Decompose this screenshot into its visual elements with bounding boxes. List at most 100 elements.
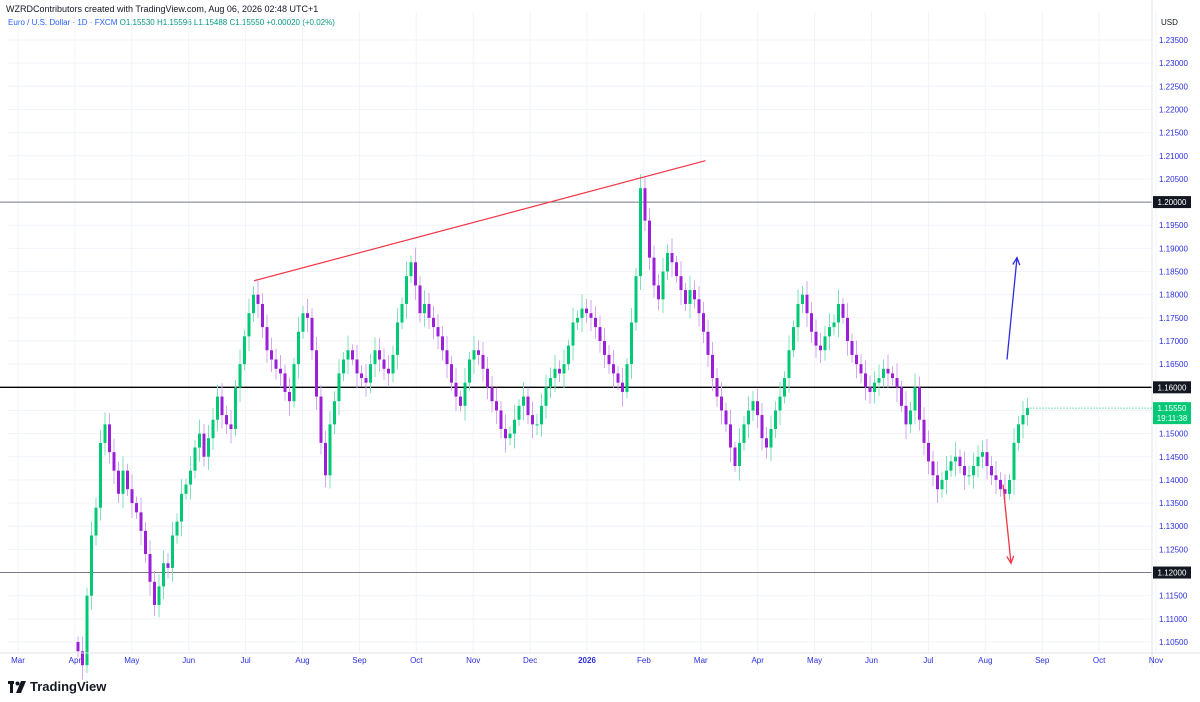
candle-body (396, 322, 399, 355)
candle-body (130, 489, 134, 504)
candle-body (409, 262, 413, 277)
level-label-bg (1153, 566, 1191, 579)
candle-body (697, 299, 701, 314)
candle-body (567, 345, 570, 365)
x-tick-label: Aug (295, 656, 309, 665)
candle-body (423, 303, 426, 314)
price-axis[interactable]: 1.10500 1.11000 1.11500 1.12000 1.12500 1.130… (1151, 0, 1191, 667)
candle-body (1021, 415, 1025, 425)
candle-body (454, 382, 458, 397)
candle-body (688, 290, 692, 304)
candle-body (229, 424, 233, 429)
candle-body (202, 433, 206, 457)
candle-body (760, 415, 764, 439)
candle-body (382, 359, 386, 369)
candle-body (85, 595, 89, 666)
candle-body (603, 341, 606, 355)
candle-body (310, 317, 314, 351)
candle-body (504, 428, 507, 439)
candle-body (522, 396, 525, 406)
candle-body (634, 276, 638, 323)
grid-lines (8, 12, 1157, 653)
candle-body (261, 303, 264, 328)
candle-body (738, 442, 741, 467)
candle-body (693, 290, 696, 300)
candle-body (886, 368, 890, 374)
candle-body (225, 415, 228, 425)
tradingview-logo[interactable]: TradingView (8, 679, 106, 694)
candle-body (954, 456, 957, 462)
candle-body (301, 313, 305, 332)
x-tick-label: Feb (637, 656, 651, 665)
x-tick-label: Sep (1035, 656, 1050, 665)
candle-body (369, 364, 372, 383)
watermark-credit: WZRDContributors created with TradingVie… (6, 4, 319, 14)
candle-body (819, 345, 822, 351)
currency-label: USD (1161, 18, 1178, 27)
candle-body (670, 253, 674, 263)
candle-body (985, 452, 989, 467)
y-tick-label: 1.13000 (1159, 522, 1188, 531)
candle-body (148, 554, 152, 582)
candle-body (508, 433, 512, 439)
candle-body (468, 359, 471, 383)
candle-body (648, 220, 651, 258)
candle-body (274, 359, 278, 369)
time-axis[interactable]: Mar Apr May Jun Jul Aug Sep Oct Nov Dec 2026 Feb Mar… (0, 652, 1200, 665)
x-tick-label: Apr (69, 656, 82, 665)
y-tick-label: 1.10500 (1159, 638, 1188, 647)
candle-body (724, 410, 728, 425)
candle-body (999, 479, 1002, 490)
candle-body (193, 447, 197, 471)
x-tick-label: Jul (923, 656, 933, 665)
trendline (253, 160, 706, 282)
candle-body (544, 387, 548, 406)
candle-body (139, 512, 143, 531)
candle-body (387, 368, 390, 374)
candle-body (346, 350, 350, 360)
y-tick-label: 1.18000 (1159, 291, 1188, 300)
candle-body (481, 354, 485, 369)
candle-body (1008, 479, 1011, 494)
candle-body (927, 442, 930, 462)
symbol-name[interactable]: Euro / U.S. Dollar · 1D · FXCM (8, 18, 118, 27)
y-tick-label: 1.15000 (1159, 430, 1188, 439)
candle-body (337, 373, 341, 402)
y-tick-label: 1.20500 (1159, 175, 1188, 184)
candle-body (810, 313, 813, 332)
y-tick-label: 1.21000 (1159, 152, 1188, 161)
candle-body (333, 401, 336, 425)
candle-body (585, 308, 588, 314)
candle-body (733, 447, 737, 467)
candle-body (589, 313, 593, 318)
last-price-badge (1153, 402, 1191, 425)
candle-body (679, 276, 683, 291)
candle-body (801, 294, 804, 304)
x-tick-label: Jul (240, 656, 250, 665)
candle-body (306, 313, 309, 318)
candle-body (247, 313, 251, 337)
candle-body (319, 396, 323, 443)
y-tick-label: 1.23000 (1159, 59, 1188, 68)
candle-body (765, 438, 768, 448)
candle-body (81, 651, 84, 666)
candle-body (558, 368, 561, 374)
candle-body (540, 405, 543, 425)
candle-body (868, 387, 872, 392)
candle-body (405, 276, 408, 304)
candle-body (814, 331, 818, 346)
x-tick-label: Apr (751, 656, 764, 665)
candle-body (661, 271, 665, 300)
y-tick-label: 1.11000 (1159, 615, 1188, 624)
candle-body (594, 317, 597, 328)
candle-body (855, 354, 858, 365)
candle-body (1003, 489, 1007, 494)
y-tick-label: 1.21500 (1159, 129, 1188, 138)
candle-body (873, 382, 876, 392)
candle-body (850, 341, 854, 355)
candle-body (828, 327, 831, 337)
candle-body (706, 331, 710, 355)
candle-body (198, 433, 201, 448)
candle-body (238, 364, 242, 388)
